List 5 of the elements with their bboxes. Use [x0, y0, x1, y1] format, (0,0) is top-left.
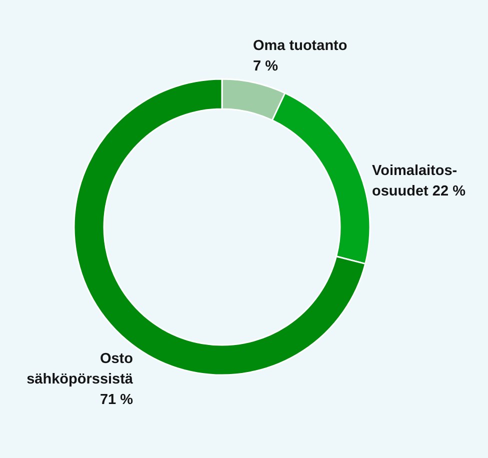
slice-label: Voimalaitos-osuudet 22 %: [372, 163, 466, 200]
data-label: 71 %: [100, 392, 134, 408]
slice-label: Osto sähköpörssistä: [26, 351, 134, 388]
slice-label: Oma tuotanto: [253, 38, 348, 54]
data-label: 7 %: [253, 58, 278, 74]
